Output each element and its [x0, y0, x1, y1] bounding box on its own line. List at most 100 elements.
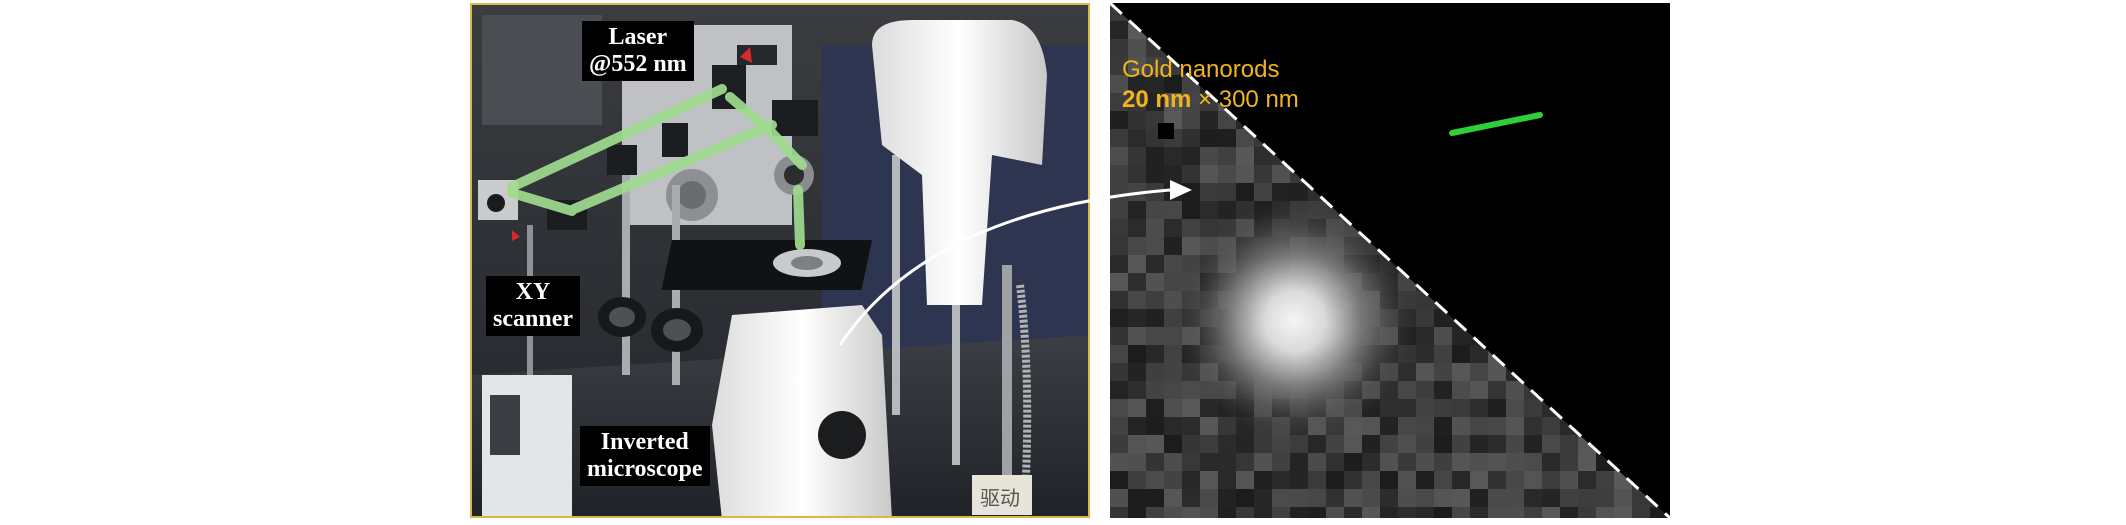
noise-pixel — [1236, 453, 1254, 471]
noise-pixel — [1272, 489, 1290, 507]
noise-pixel — [1218, 507, 1236, 518]
noise-pixel — [1128, 57, 1146, 75]
post — [527, 225, 533, 516]
noise-pixel — [1128, 399, 1146, 417]
noise-pixel — [1128, 147, 1146, 165]
noise-pixel — [1110, 165, 1128, 183]
noise-pixel — [1380, 417, 1398, 435]
noise-pixel — [1164, 507, 1182, 518]
noise-pixel — [1218, 489, 1236, 507]
microscope-body — [712, 305, 892, 516]
nanorod-figure — [1110, 3, 1670, 518]
noise-pixel — [1182, 183, 1200, 201]
noise-pixel — [1146, 381, 1164, 399]
noise-pixel — [1434, 381, 1452, 399]
noise-pixel — [1146, 147, 1164, 165]
noise-pixel — [1236, 165, 1254, 183]
noise-pixel — [1236, 471, 1254, 489]
laser-label-line2: @552 nm — [589, 51, 687, 77]
noise-pixel — [1164, 363, 1182, 381]
noise-pixel — [1110, 111, 1128, 129]
noise-pixel — [1182, 417, 1200, 435]
noise-pixel — [1200, 147, 1218, 165]
noise-pixel — [1452, 435, 1470, 453]
noise-pixel — [1110, 399, 1128, 417]
noise-pixel — [1110, 147, 1128, 165]
noise-pixel — [1146, 183, 1164, 201]
noise-pixel — [1308, 489, 1326, 507]
noise-pixel — [1416, 417, 1434, 435]
noise-pixel — [1110, 381, 1128, 399]
noise-pixel — [1398, 435, 1416, 453]
noise-pixel — [1470, 489, 1488, 507]
noise-pixel — [1596, 507, 1614, 518]
noise-pixel — [1434, 435, 1452, 453]
noise-pixel — [1164, 435, 1182, 453]
noise-pixel — [1164, 489, 1182, 507]
noise-pixel — [1182, 111, 1200, 129]
noise-pixel — [1146, 273, 1164, 291]
noise-pixel — [1128, 435, 1146, 453]
noise-pixel — [1200, 165, 1218, 183]
noise-pixel — [1182, 201, 1200, 219]
noise-pixel — [1128, 129, 1146, 147]
diagonal-divider — [1110, 3, 1670, 518]
noise-pixel — [1182, 129, 1200, 147]
noise-pixel — [1290, 489, 1308, 507]
noise-pixel — [1110, 363, 1128, 381]
noise-pixel — [1110, 435, 1128, 453]
noise-pixel — [1218, 435, 1236, 453]
noise-pixel — [1452, 363, 1470, 381]
noise-pixel — [1398, 471, 1416, 489]
noise-pixel — [1434, 327, 1452, 345]
noise-pixel — [1506, 417, 1524, 435]
noise-pixel — [1164, 147, 1182, 165]
noise-pixel — [1290, 507, 1308, 518]
noise-pixel — [1272, 507, 1290, 518]
noise-pixel — [1164, 201, 1182, 219]
noise-pixel — [1362, 489, 1380, 507]
noise-pixel — [1164, 219, 1182, 237]
noise-pixel — [1164, 471, 1182, 489]
noise-pixel — [1182, 453, 1200, 471]
noise-pixel — [1434, 453, 1452, 471]
noise-pixel — [1128, 219, 1146, 237]
noise-pixel — [1506, 489, 1524, 507]
noise-pixel — [1434, 417, 1452, 435]
noise-pixel — [1128, 111, 1146, 129]
noise-pixel — [1344, 507, 1362, 518]
noise-pixel — [1488, 381, 1506, 399]
noise-pixel — [1164, 93, 1182, 111]
noise-pixel — [1488, 417, 1506, 435]
noise-pixel — [1362, 435, 1380, 453]
xy-label-line2: scanner — [493, 306, 573, 332]
chinese-sticker — [972, 475, 1032, 515]
noise-pixel — [1272, 183, 1290, 201]
noise-pixel — [1560, 489, 1578, 507]
noise-pixel — [1524, 435, 1542, 453]
noise-pixel — [1398, 507, 1416, 518]
noise-pixel — [1146, 309, 1164, 327]
noise-pixel — [1416, 507, 1434, 518]
noise-pixel — [1218, 183, 1236, 201]
microscope-upper-arm — [872, 20, 1047, 305]
noise-pixel — [1506, 399, 1524, 417]
noise-pixel — [1290, 183, 1308, 201]
noise-pixel — [1452, 507, 1470, 518]
noise-pixel — [1110, 219, 1128, 237]
noise-pixel — [1362, 417, 1380, 435]
noise-pixel — [1128, 363, 1146, 381]
mirror-mount — [607, 145, 637, 175]
noise-pixel — [1308, 507, 1326, 518]
noise-pixel — [1344, 489, 1362, 507]
noise-pixel — [1542, 507, 1560, 518]
noise-pixel — [1416, 471, 1434, 489]
noise-pixel — [1200, 507, 1218, 518]
noise-pixel — [1416, 363, 1434, 381]
noise-pixel — [1254, 435, 1272, 453]
noise-pixel — [1308, 471, 1326, 489]
noise-pixel — [1398, 453, 1416, 471]
noise-pixel — [1146, 291, 1164, 309]
noise-pixel — [1110, 471, 1128, 489]
noise-pixel — [1164, 381, 1182, 399]
